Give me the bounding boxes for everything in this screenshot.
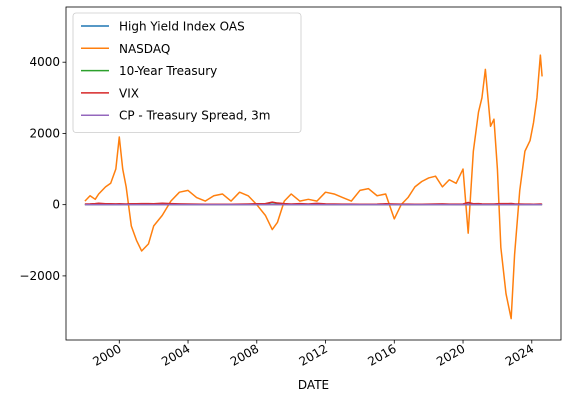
y-tick-label: −2000 (19, 269, 60, 283)
legend-label: High Yield Index OAS (119, 20, 245, 34)
series-layer (84, 54, 543, 320)
legend-box (72, 12, 302, 133)
legend-label: VIX (119, 86, 139, 100)
y-tick-label: 0 (52, 198, 60, 212)
x-axis-title: DATE (298, 378, 329, 392)
legend-label: CP - Treasury Spread, 3m (119, 109, 270, 123)
y-tick-label: 2000 (29, 126, 60, 140)
y-tick-label: 4000 (29, 55, 60, 69)
legend: High Yield Index OAS NASDAQ 10-Year Treasu… (72, 12, 302, 133)
y-axis: −2000 0 2000 4000 (19, 55, 66, 283)
axes-frame (65, 6, 562, 341)
legend-label: NASDAQ (119, 42, 170, 56)
series-line-nasdaq (84, 54, 543, 320)
legend-label: 10-Year Treasury (119, 64, 217, 78)
